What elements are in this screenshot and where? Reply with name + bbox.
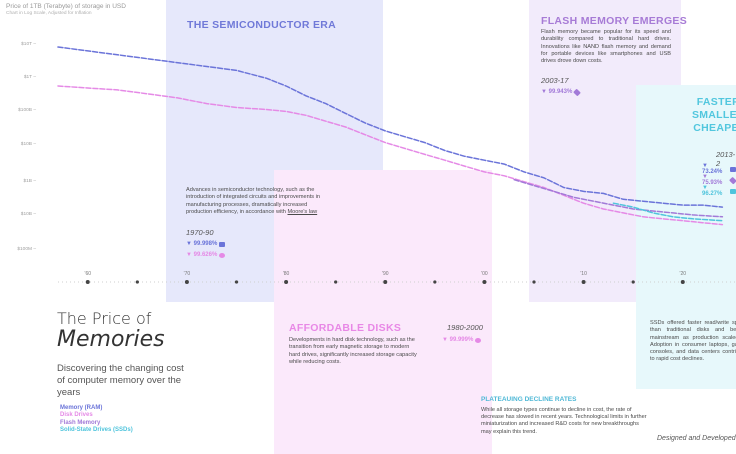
- credit-text: Designed and Developed: [657, 435, 736, 442]
- legend-item-ssd[interactable]: Solid-State Drives (SSDs): [57, 427, 133, 435]
- legend-label-ssd: Solid-State Drives (SSDs): [60, 427, 133, 434]
- ssd-era-title: FASTER, SMALLER, CHEAPER: [680, 96, 736, 135]
- y-tick-label: $10B –: [21, 211, 37, 217]
- chart-subtitle: Chart in Log Scale, Adjusted for Inflati…: [6, 11, 92, 16]
- ssd-flash-stat: ▼ 75.93%: [702, 174, 736, 186]
- x-axis-decade-dot: [383, 280, 388, 284]
- legend: Memory (RAM) Disk Drives Flash Memory So…: [57, 404, 133, 434]
- x-axis-decade-dot: [284, 280, 289, 284]
- legend-label-ram: Memory (RAM): [60, 404, 103, 411]
- semiconductor-era-text: Advances in semiconductor technology, su…: [186, 187, 334, 216]
- x-axis-decade-dot: [581, 280, 586, 284]
- semiconductor-disk-stat: ▼ 99.626%: [186, 252, 226, 258]
- x-tick-label: '60: [84, 271, 91, 277]
- y-tick-label: $10T –: [21, 41, 36, 47]
- chart-title: Price of 1TB (Terabyte) of storage in US…: [6, 3, 126, 10]
- x-axis-mid-dot: [234, 280, 239, 284]
- moores-law-link[interactable]: Moore's law: [287, 208, 318, 215]
- usb-icon: [573, 88, 582, 96]
- x-axis-decade-dot: [482, 280, 487, 284]
- ssd-era-text: SSDs offered faster read/write speeds th…: [650, 320, 736, 363]
- x-tick-label: '10: [580, 271, 587, 277]
- page-subtitle: Discovering the changing cost of compute…: [57, 363, 184, 398]
- semiconductor-era-body: Advances in semiconductor technology, su…: [186, 187, 321, 215]
- ssd-title-line-3: CHEAPER: [693, 122, 736, 134]
- disk-stat: ▼ 99.999%: [442, 337, 482, 343]
- y-tick-label: $1B –: [23, 178, 36, 184]
- series-line-flash-memory: [513, 178, 724, 218]
- flash-stat: ▼ 99.943%: [541, 88, 582, 96]
- y-tick-label: $10B –: [21, 141, 37, 147]
- flash-era-title: FLASH MEMORY EMERGES: [541, 15, 688, 27]
- legend-item-disk[interactable]: Disk Drives: [57, 412, 133, 420]
- legend-item-ram[interactable]: Memory (RAM): [57, 404, 133, 412]
- x-axis-mid-dot: [135, 280, 139, 284]
- disk-era-period: 1980-2000: [447, 323, 483, 332]
- x-axis-mid-dot: [532, 280, 536, 284]
- disk-era-title: AFFORDABLE DISKS: [289, 322, 402, 334]
- series-line-disk-drives: [57, 85, 724, 226]
- plateau-title: PLATEAUING DECLINE RATES: [481, 396, 577, 403]
- y-tick-label: $100M –: [17, 246, 36, 252]
- x-tick-label: '00: [481, 271, 488, 277]
- ssd-title-line-1: FASTER,: [696, 96, 736, 108]
- plateau-text: While all storage types continue to decl…: [481, 407, 647, 435]
- ssd-era-band: [636, 85, 736, 389]
- series-line-solid-state-drives-ssds: [612, 202, 724, 222]
- flash-era-period: 2003-17: [541, 76, 569, 85]
- legend-label-flash: Flash Memory: [60, 419, 101, 426]
- usb-icon: [729, 176, 736, 184]
- page-title-line-1: The Price of: [57, 309, 152, 328]
- semiconductor-ram-stat: ▼ 99.998%: [186, 241, 226, 247]
- flash-era-text: Flash memory became popular for its spee…: [541, 29, 671, 65]
- x-tick-label: '70: [184, 271, 191, 277]
- ssd-title-line-2: SMALLER,: [691, 109, 736, 121]
- y-tick-label: $100B –: [18, 107, 36, 113]
- chip-icon: [730, 166, 736, 172]
- x-tick-label: '90: [382, 271, 389, 277]
- semiconductor-disk-stat-value: ▼ 99.626%: [186, 252, 218, 258]
- x-axis-decade-dot: [184, 280, 189, 284]
- x-axis-decade-dot: [680, 280, 685, 284]
- x-tick-label: '80: [283, 271, 290, 277]
- ssd-flash-stat-value: ▼ 75.93%: [702, 174, 723, 186]
- series-line-memory-ram: [57, 46, 724, 208]
- disk-stat-value: ▼ 99.999%: [442, 337, 474, 343]
- semiconductor-ram-stat-value: ▼ 99.998%: [186, 241, 218, 247]
- disk-icon: [475, 337, 482, 343]
- x-axis-decade-dot: [85, 280, 90, 284]
- x-axis-mid-dot: [433, 280, 437, 284]
- ssd-era-period: 2013-2: [716, 150, 736, 168]
- flash-stat-value: ▼ 99.943%: [541, 89, 573, 95]
- chip-icon: [219, 241, 226, 247]
- ssd-ram-stat-value: ▼ 73.24%: [702, 163, 723, 175]
- ssd-ssd-stat-value: ▼ 96.27%: [702, 185, 723, 197]
- ssd-ssd-stat: ▼ 96.27%: [702, 185, 736, 197]
- y-tick-label: $1T –: [24, 74, 37, 80]
- x-axis-mid-dot: [631, 280, 635, 284]
- semiconductor-era-title: THE SEMICONDUCTOR ERA: [187, 19, 337, 31]
- page-title-line-2: Memories: [57, 327, 165, 352]
- disk-era-text: Developments in hard disk technology, su…: [289, 337, 417, 365]
- disk-era-band: [274, 170, 492, 454]
- legend-label-disk: Disk Drives: [60, 412, 93, 419]
- ssd-icon: [730, 188, 736, 194]
- semiconductor-era-period: 1970-90: [186, 228, 214, 237]
- disk-icon: [219, 252, 226, 258]
- x-tick-label: '20: [680, 271, 687, 277]
- ssd-ram-stat: ▼ 73.24%: [702, 163, 736, 175]
- legend-item-flash[interactable]: Flash Memory: [57, 419, 133, 427]
- x-axis-mid-dot: [334, 280, 338, 284]
